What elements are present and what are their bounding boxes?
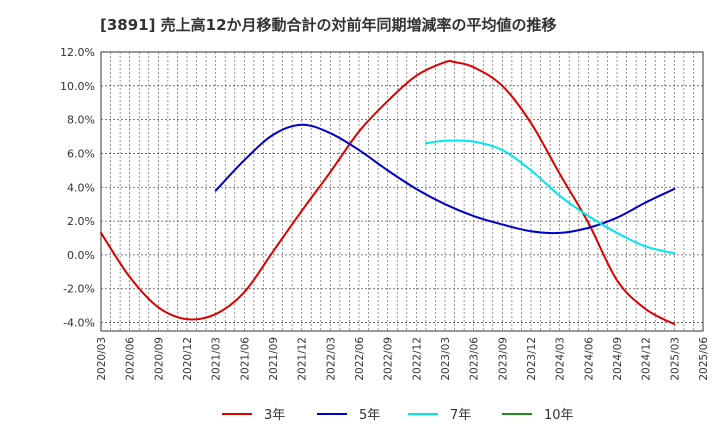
- series-line-1: [214, 123, 676, 235]
- y-tick-label: 8.0%: [67, 114, 95, 127]
- x-tick-label: 2022/03: [325, 337, 337, 381]
- x-tick-label: 2023/03: [440, 337, 452, 381]
- y-tick-label: -2.0%: [63, 283, 95, 296]
- x-tick-label: 2024/06: [583, 337, 595, 381]
- y-tick-label: 10.0%: [60, 80, 95, 93]
- x-tick-label: 2024/03: [555, 337, 567, 381]
- legend-label-1: 5年: [359, 408, 380, 423]
- x-tick-label: 2021/03: [211, 337, 223, 381]
- x-tick-label: 2021/06: [239, 337, 251, 381]
- x-tick-label: 2025/03: [669, 337, 681, 381]
- series-line-2: [424, 139, 676, 255]
- x-tick-label: 2020/12: [182, 337, 194, 381]
- series-line-0: [100, 59, 676, 326]
- x-tick-label: 2024/09: [612, 337, 624, 381]
- x-tick-label: 2020/06: [125, 337, 137, 381]
- x-tick-label: 2021/09: [268, 337, 280, 381]
- x-tick-label: 2020/09: [153, 337, 165, 381]
- x-tick-label: 2024/12: [641, 337, 653, 381]
- legend-label-0: 3年: [264, 408, 285, 423]
- y-tick-label: -4.0%: [63, 317, 95, 330]
- y-tick-label: 2.0%: [67, 215, 95, 228]
- y-tick-label: 0.0%: [67, 249, 95, 262]
- x-tick-label: 2022/09: [383, 337, 395, 381]
- legend: 3年 5年 7年 10年: [222, 408, 574, 423]
- x-tick-label: 2023/09: [497, 337, 509, 381]
- legend-label-3: 10年: [544, 408, 574, 423]
- chart-title: [3891] 売上高12か月移動合計の対前年同期増減率の平均値の推移: [100, 16, 557, 34]
- x-tick-label: 2023/12: [526, 337, 538, 381]
- x-tick-label: 2022/12: [411, 337, 423, 381]
- x-tick-label: 2025/06: [698, 337, 710, 381]
- legend-label-2: 7年: [450, 408, 471, 423]
- y-tick-label: 6.0%: [67, 147, 95, 160]
- y-tick-label: 4.0%: [67, 181, 95, 194]
- x-tick-label: 2023/06: [469, 337, 481, 381]
- plot-area: 12.0% 10.0% 8.0% 6.0% 4.0% 2.0% 0.0% -2.0% -4.0%…: [60, 46, 710, 381]
- x-tick-label: 2020/03: [96, 337, 108, 381]
- plot-frame: [100, 51, 704, 332]
- x-tick-label: 2021/12: [297, 337, 309, 381]
- x-tick-label: 2022/06: [354, 337, 366, 381]
- y-tick-label: 12.0%: [60, 46, 95, 59]
